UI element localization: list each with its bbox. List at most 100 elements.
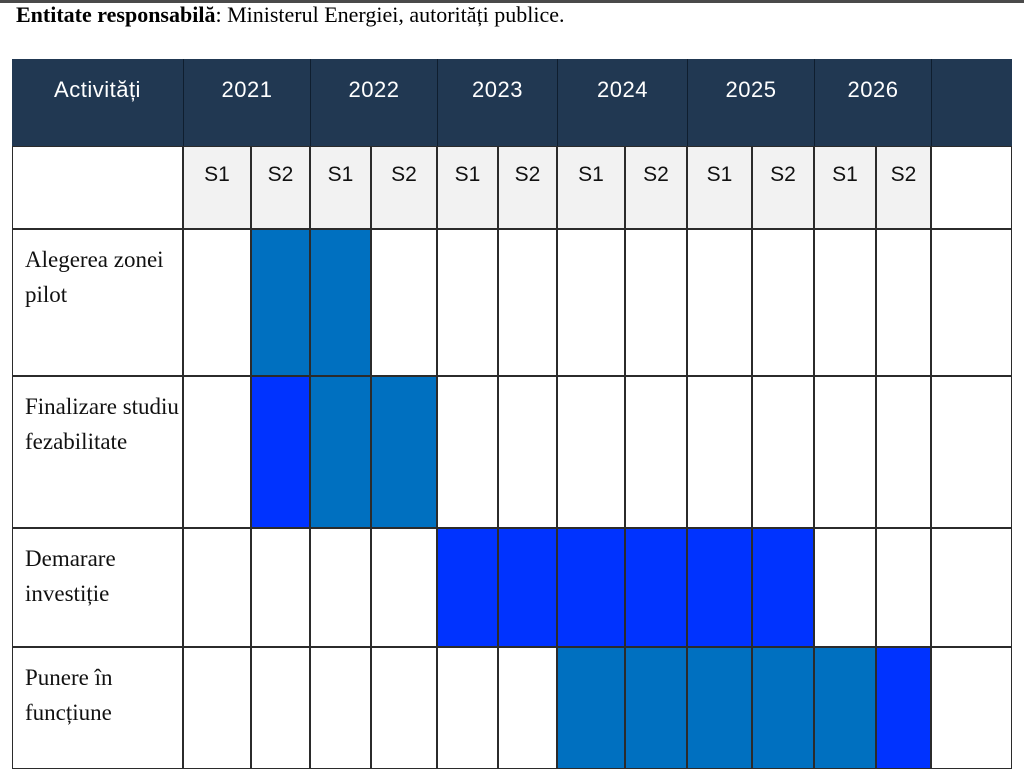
- header-year: 2022: [310, 59, 437, 146]
- header-year-label: 2025: [725, 77, 777, 102]
- activity-name: Demarare investiție: [25, 546, 116, 606]
- semester-label: S1: [327, 163, 354, 186]
- timeline-cell: [752, 229, 814, 376]
- semester-cell: S2: [876, 146, 931, 229]
- timeline-cell: [183, 376, 251, 528]
- timeline-cell: [876, 528, 931, 647]
- timeline-cell: [752, 376, 814, 528]
- responsible-text: : Ministerul Energiei, autorități public…: [215, 2, 565, 27]
- responsible-entity-line: Entitate responsabilă: Ministerul Energi…: [16, 2, 565, 28]
- timeline-cell: [687, 376, 752, 528]
- timeline-cell: [876, 376, 931, 528]
- timeline-bar-cell: [310, 376, 371, 528]
- header-year-label: 2021: [221, 77, 273, 102]
- timeline-cell: [814, 528, 876, 647]
- semester-label: S1: [706, 163, 733, 186]
- activity-name: Punere în funcțiune: [25, 665, 113, 725]
- timeline-bar-cell: [557, 528, 625, 647]
- top-rule: [0, 0, 1024, 3]
- timeline-bar-cell: [251, 229, 310, 376]
- semester-cell: S1: [183, 146, 251, 229]
- timeline-bar-cell: [498, 528, 557, 647]
- activity-name-cell: Finalizare studiu fezabilitate: [12, 376, 183, 528]
- header-activities-label: Activități: [54, 77, 141, 102]
- header-year: 2021: [183, 59, 310, 146]
- activity-name-cell: Alegerea zonei pilot: [12, 229, 183, 376]
- activity-name: Alegerea zonei pilot: [25, 247, 164, 307]
- semester-label: S2: [890, 163, 917, 186]
- semester-cell: S2: [752, 146, 814, 229]
- timeline-cell: [251, 647, 310, 769]
- timeline-cell: [183, 647, 251, 769]
- semester-label: S2: [770, 163, 796, 186]
- header-year: 2026: [814, 59, 931, 146]
- timeline-cell: [498, 229, 557, 376]
- activity-row-extra: [931, 229, 1012, 376]
- semester-cell: S2: [625, 146, 687, 229]
- timeline-cell: [371, 229, 437, 376]
- timeline-cell: [437, 229, 498, 376]
- timeline-cell: [371, 647, 437, 769]
- timeline-bar-cell: [625, 528, 687, 647]
- timeline-cell: [687, 229, 752, 376]
- timeline-bar-cell: [437, 528, 498, 647]
- timeline-bar-cell: [814, 647, 876, 769]
- header-year-label: 2022: [348, 77, 400, 102]
- timeline-bar-cell: [687, 528, 752, 647]
- activity-name-cell: Punere în funcțiune: [12, 647, 183, 769]
- timeline-table: Activități 2021 2022 2023 2024 2025 2026 S1 S2 S1…: [12, 59, 1012, 769]
- timeline-cell: [814, 229, 876, 376]
- responsible-label: Entitate responsabilă: [16, 2, 216, 27]
- timeline-cell: [437, 376, 498, 528]
- header-year: 2024: [557, 59, 687, 146]
- semester-label: S2: [391, 163, 417, 186]
- header-year: 2025: [687, 59, 814, 146]
- header-year-label: 2024: [597, 77, 648, 102]
- semester-label: S1: [578, 163, 604, 186]
- semester-row-extra: [931, 146, 1012, 229]
- header-extra: [931, 59, 1012, 146]
- timeline-bar-cell: [557, 647, 625, 769]
- timeline-bar-cell: [752, 647, 814, 769]
- activity-name-cell: Demarare investiție: [12, 528, 183, 647]
- timeline-cell: [876, 229, 931, 376]
- activity-row-extra: [931, 376, 1012, 528]
- semester-label: S2: [514, 163, 541, 186]
- header-activities: Activități: [12, 59, 183, 146]
- timeline-bar-cell: [752, 528, 814, 647]
- timeline-bar-cell: [310, 229, 371, 376]
- timeline-bar-cell: [876, 647, 931, 769]
- timeline-cell: [625, 376, 687, 528]
- timeline-bar-cell: [371, 376, 437, 528]
- semester-label: S2: [643, 163, 669, 186]
- timeline-cell: [437, 647, 498, 769]
- semester-cell: S1: [687, 146, 752, 229]
- semester-cell: S1: [437, 146, 498, 229]
- timeline-cell: [498, 647, 557, 769]
- activity-row-extra: [931, 528, 1012, 647]
- activity-name: Finalizare studiu fezabilitate: [25, 394, 179, 454]
- timeline-cell: [557, 229, 625, 376]
- semester-cell: S2: [371, 146, 437, 229]
- timeline-cell: [371, 528, 437, 647]
- timeline-cell: [183, 528, 251, 647]
- timeline-cell: [498, 376, 557, 528]
- semester-cell: S2: [251, 146, 310, 229]
- semester-cell: S2: [498, 146, 557, 229]
- timeline-cell: [557, 376, 625, 528]
- timeline-cell: [251, 528, 310, 647]
- semester-cell: S1: [310, 146, 371, 229]
- header-year: 2023: [437, 59, 557, 146]
- activity-row-extra: [931, 647, 1012, 769]
- timeline-cell: [183, 229, 251, 376]
- semester-label: S2: [267, 163, 294, 186]
- header-year-label: 2023: [472, 77, 523, 102]
- semester-label: S1: [832, 163, 858, 186]
- timeline-bar-cell: [251, 376, 310, 528]
- timeline-cell: [625, 229, 687, 376]
- semester-label: S1: [204, 163, 230, 186]
- timeline-bar-cell: [625, 647, 687, 769]
- semester-cell: S1: [814, 146, 876, 229]
- timeline-cell: [814, 376, 876, 528]
- timeline-bar-cell: [687, 647, 752, 769]
